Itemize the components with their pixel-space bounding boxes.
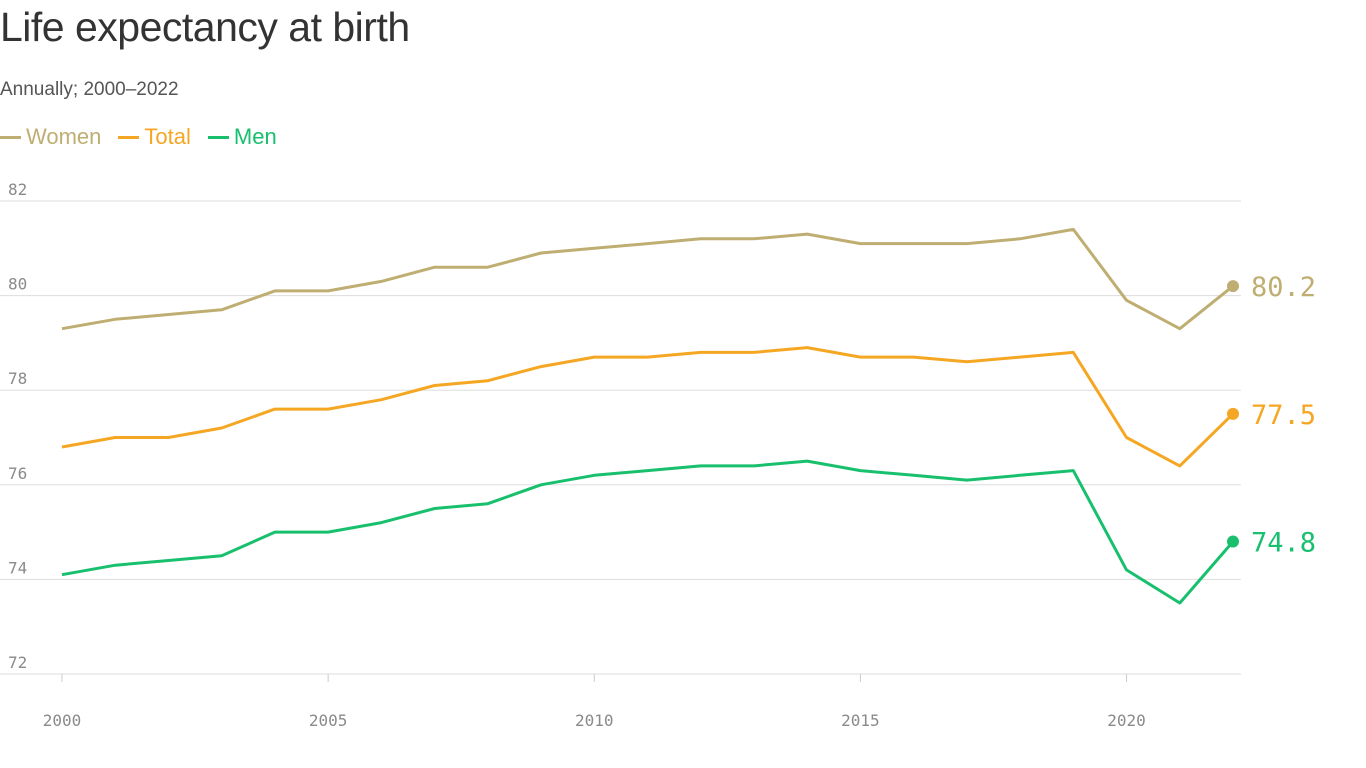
end-value-label-men: 74.8	[1251, 528, 1316, 559]
chart-title: Life expectancy at birth	[0, 4, 410, 50]
x-axis-ticks: 2000 2005 2010 2015 2020	[43, 674, 1146, 730]
x-tick-label-2020: 2020	[1107, 711, 1146, 730]
legend-label-men: Men	[233, 124, 277, 149]
y-tick-label-78: 78	[8, 369, 27, 388]
legend-item-total: Total	[118, 124, 191, 150]
legend-swatch-men	[207, 135, 229, 139]
end-value-label-women: 80.2	[1251, 272, 1316, 303]
end-value-label-total: 77.5	[1251, 400, 1316, 431]
series-line-men	[61, 459, 1235, 605]
y-tick-label-82: 82	[8, 180, 27, 199]
end-point-women	[1227, 280, 1239, 293]
x-tick-label-2000: 2000	[43, 711, 82, 730]
series-lines	[61, 227, 1235, 605]
legend-swatch-total	[118, 135, 140, 139]
legend: Women Total Men	[0, 124, 294, 150]
chart-subtitle: Annually; 2000–2022	[0, 79, 179, 100]
x-tick-label-2005: 2005	[309, 711, 348, 730]
y-tick-label-76: 76	[8, 464, 27, 483]
series-line-women	[61, 227, 1234, 331]
legend-label-women: Women	[26, 124, 102, 149]
legend-swatch-women	[0, 135, 21, 139]
y-tick-label-74: 74	[8, 558, 27, 577]
legend-item-women: Women	[0, 124, 101, 150]
series-line-total	[61, 346, 1235, 468]
end-point-men	[1227, 535, 1239, 548]
x-tick-label-2015: 2015	[841, 711, 880, 730]
legend-item-men: Men	[207, 124, 277, 150]
y-axis-ticks: 72 74 76 78 80 82	[8, 180, 27, 672]
gridlines	[0, 200, 1241, 675]
y-tick-label-80: 80	[8, 275, 27, 294]
x-tick-label-2010: 2010	[575, 711, 614, 730]
y-tick-label-72: 72	[8, 653, 27, 672]
end-markers: 80.2 77.5 74.8	[1227, 272, 1316, 559]
legend-label-total: Total	[144, 124, 191, 149]
end-point-total	[1227, 407, 1239, 420]
